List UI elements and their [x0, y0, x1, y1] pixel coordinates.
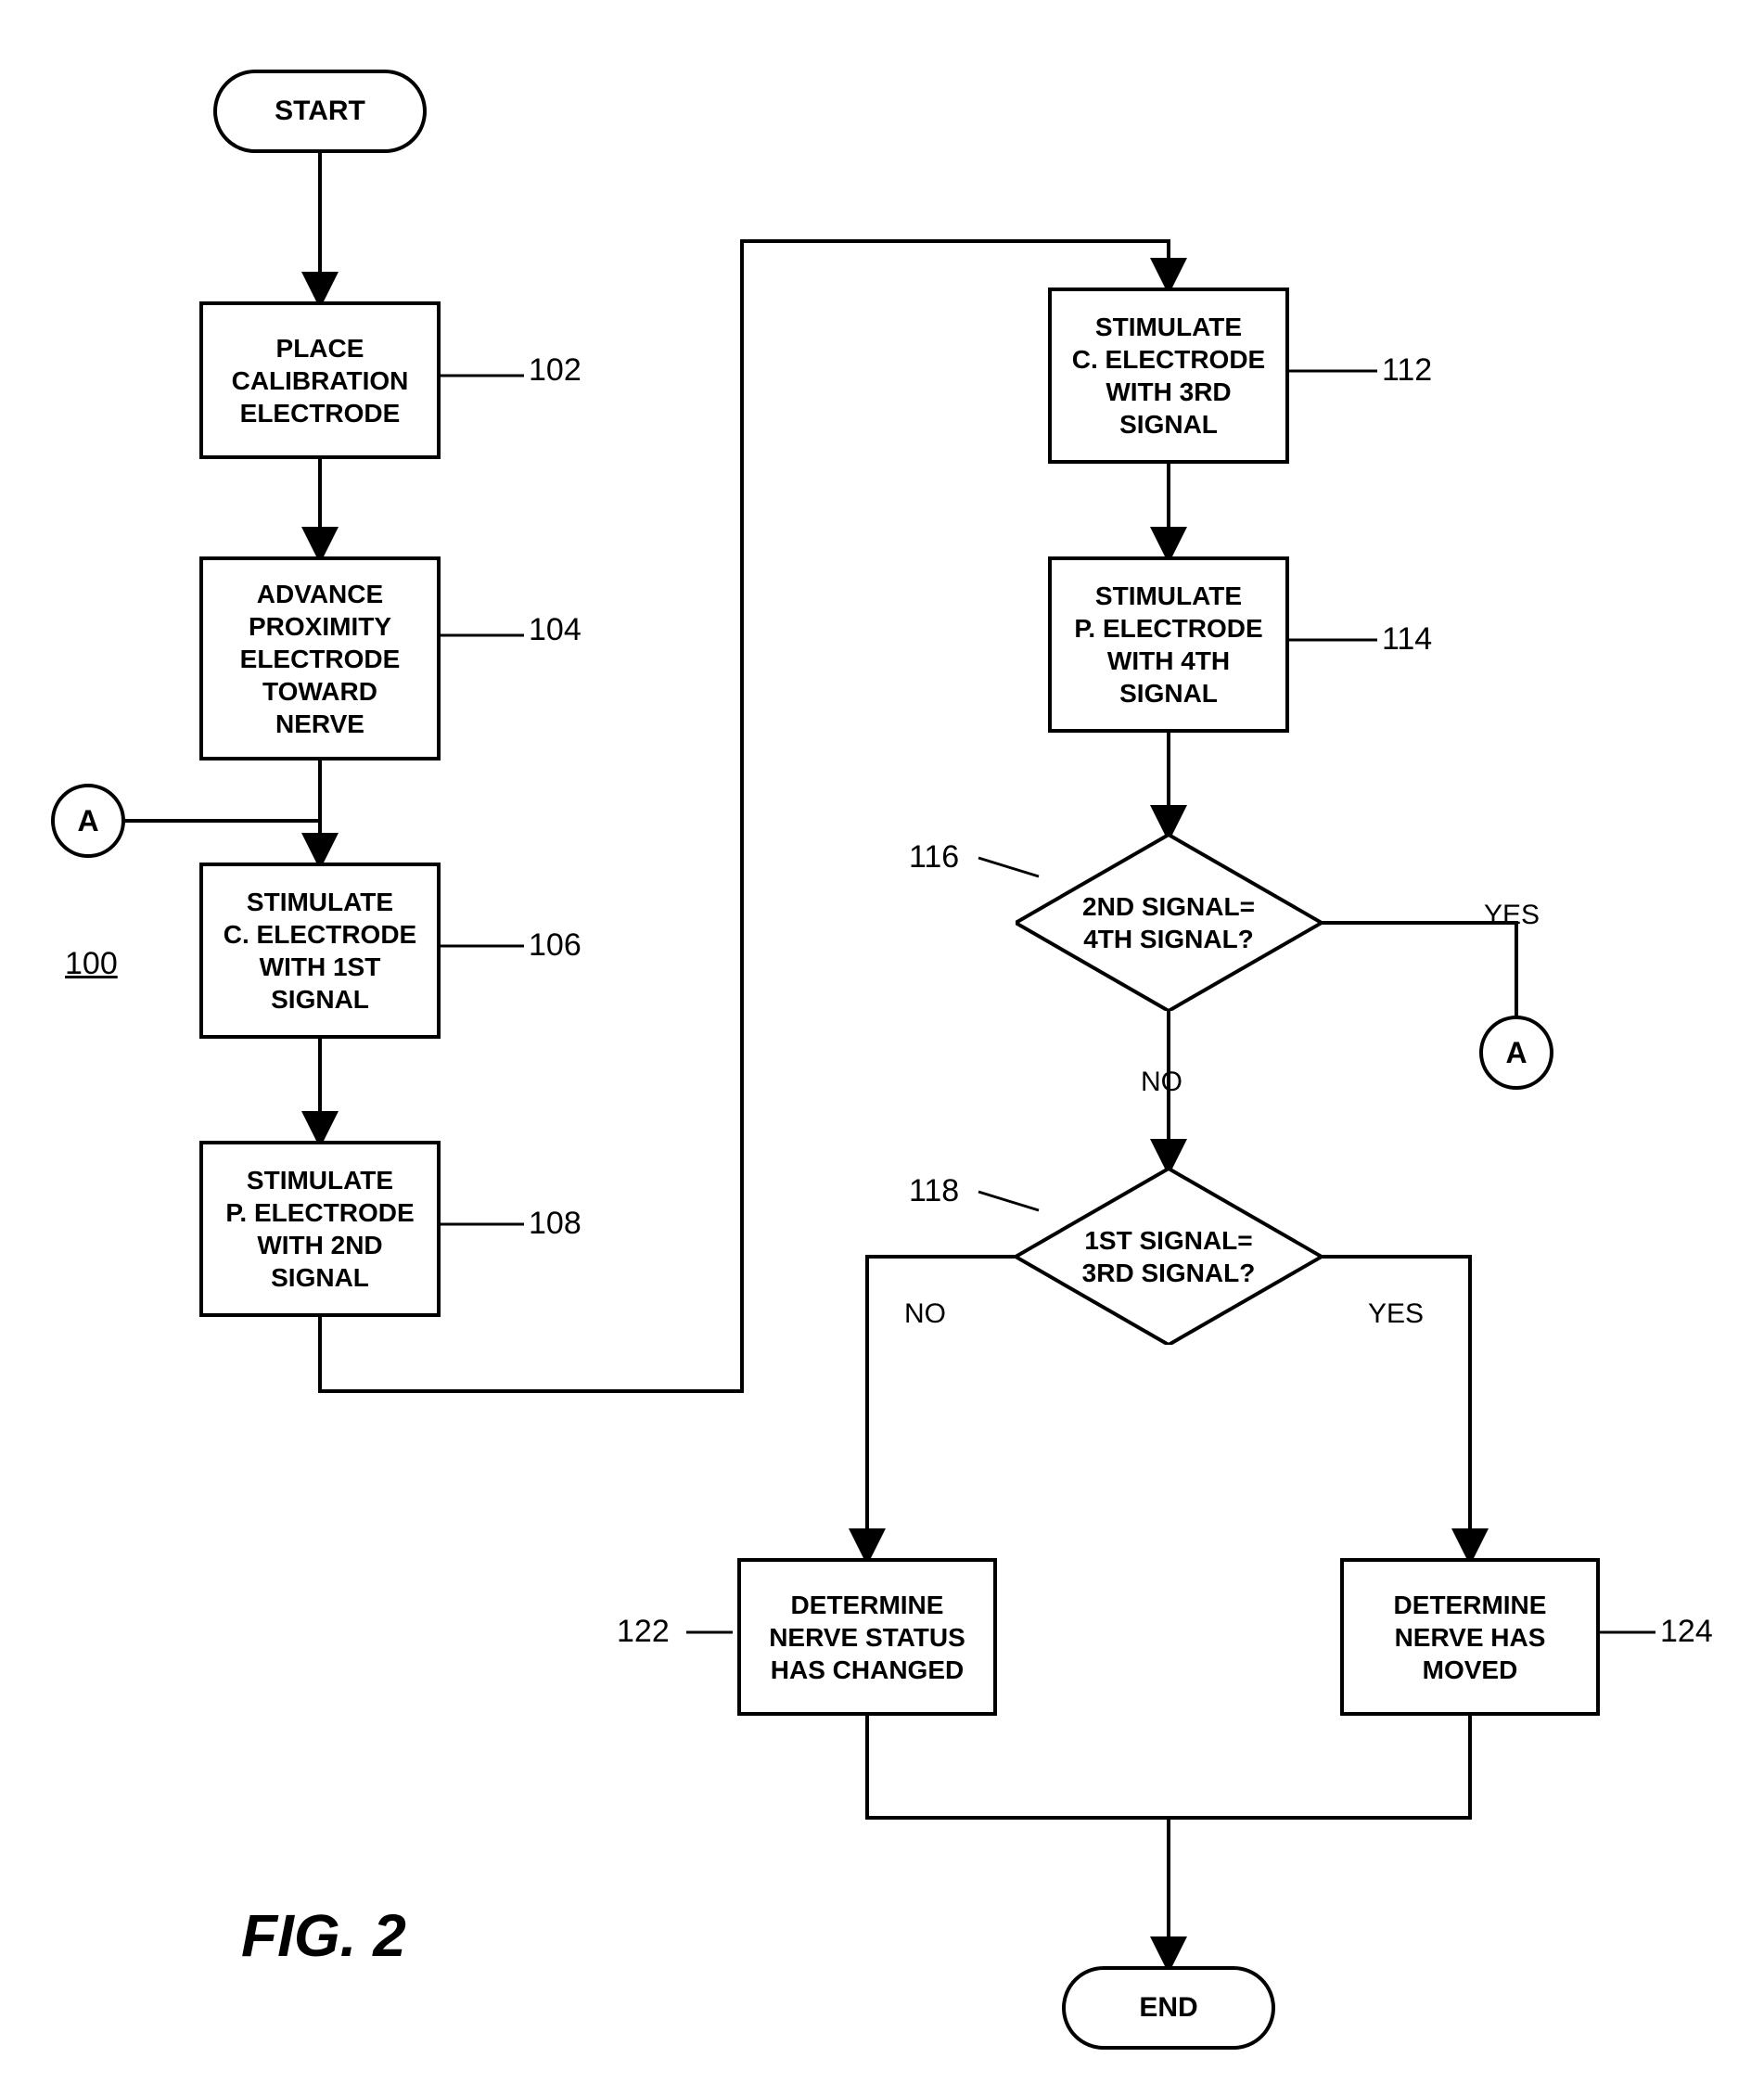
- ref-label-104: 104: [529, 612, 582, 648]
- decision-116: 2ND SIGNAL=4TH SIGNAL?: [1016, 835, 1322, 1011]
- ref-label-116: 116: [909, 839, 959, 875]
- no-label-116: NO: [1141, 1067, 1182, 1098]
- connector-cA_right: A: [1479, 1016, 1553, 1090]
- ref-label-114: 114: [1382, 621, 1432, 658]
- process-104: ADVANCEPROXIMITYELECTRODETOWARDNERVE: [199, 556, 441, 760]
- process-124: DETERMINENERVE HASMOVED: [1340, 1558, 1600, 1716]
- yes-label-118: YES: [1368, 1298, 1424, 1330]
- ref-label-124: 124: [1660, 1614, 1713, 1650]
- ref-label-122: 122: [617, 1614, 670, 1650]
- line-9: [1322, 923, 1516, 1016]
- diagram-ref: 100: [65, 946, 118, 982]
- connector-cA_left: A: [51, 784, 125, 858]
- process-106: STIMULATEC. ELECTRODEWITH 1STSIGNAL: [199, 863, 441, 1039]
- figure-label: FIG. 2: [241, 1901, 406, 1970]
- process-122: DETERMINENERVE STATUSHAS CHANGED: [737, 1558, 997, 1716]
- line-12: [867, 1716, 1470, 1818]
- ref-label-102: 102: [529, 352, 582, 389]
- process-108: STIMULATEP. ELECTRODEWITH 2NDSIGNAL: [199, 1141, 441, 1317]
- ref-label-106: 106: [529, 927, 582, 964]
- decision-118: 1ST SIGNAL=3RD SIGNAL?: [1016, 1169, 1322, 1345]
- terminator-end: END: [1062, 1966, 1275, 2050]
- ref-label-118: 118: [909, 1173, 959, 1209]
- terminator-start: START: [213, 70, 427, 153]
- ref-label-112: 112: [1382, 352, 1432, 389]
- process-114: STIMULATEP. ELECTRODEWITH 4THSIGNAL: [1048, 556, 1289, 733]
- flowchart-canvas: START END PLACECALIBRATIONELECTRODE 102 ADVA…: [0, 0, 1764, 2096]
- yes-label-116: YES: [1484, 900, 1540, 931]
- process-102: PLACECALIBRATIONELECTRODE: [199, 301, 441, 459]
- no-label-118: NO: [904, 1298, 946, 1330]
- process-112: STIMULATEC. ELECTRODEWITH 3RDSIGNAL: [1048, 288, 1289, 464]
- ref-label-108: 108: [529, 1206, 582, 1242]
